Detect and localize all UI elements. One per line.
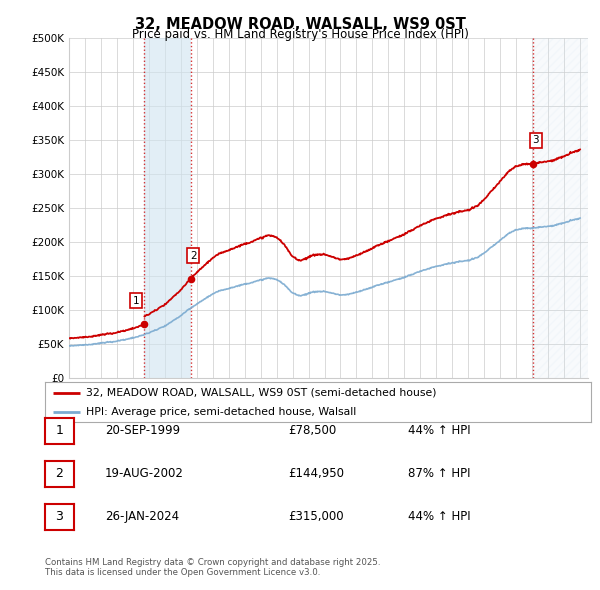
Bar — [533, 38, 588, 378]
Text: 87% ↑ HPI: 87% ↑ HPI — [408, 467, 470, 480]
Text: 1: 1 — [133, 296, 140, 306]
Text: 3: 3 — [532, 135, 539, 145]
Text: 26-JAN-2024: 26-JAN-2024 — [105, 510, 179, 523]
Text: 2: 2 — [55, 467, 64, 480]
Text: 32, MEADOW ROAD, WALSALL, WS9 0ST (semi-detached house): 32, MEADOW ROAD, WALSALL, WS9 0ST (semi-… — [86, 388, 436, 398]
Text: 44% ↑ HPI: 44% ↑ HPI — [408, 510, 470, 523]
Text: Price paid vs. HM Land Registry's House Price Index (HPI): Price paid vs. HM Land Registry's House … — [131, 28, 469, 41]
Text: HPI: Average price, semi-detached house, Walsall: HPI: Average price, semi-detached house,… — [86, 407, 356, 417]
Text: £315,000: £315,000 — [288, 510, 344, 523]
Text: £144,950: £144,950 — [288, 467, 344, 480]
Text: 1: 1 — [55, 424, 64, 437]
Text: 19-AUG-2002: 19-AUG-2002 — [105, 467, 184, 480]
Bar — [145, 38, 191, 378]
Text: 20-SEP-1999: 20-SEP-1999 — [105, 424, 180, 437]
Text: 2: 2 — [190, 251, 197, 261]
Text: 3: 3 — [55, 510, 64, 523]
Text: £78,500: £78,500 — [288, 424, 336, 437]
Text: 32, MEADOW ROAD, WALSALL, WS9 0ST: 32, MEADOW ROAD, WALSALL, WS9 0ST — [134, 17, 466, 31]
Text: Contains HM Land Registry data © Crown copyright and database right 2025.
This d: Contains HM Land Registry data © Crown c… — [45, 558, 380, 577]
Text: 44% ↑ HPI: 44% ↑ HPI — [408, 424, 470, 437]
